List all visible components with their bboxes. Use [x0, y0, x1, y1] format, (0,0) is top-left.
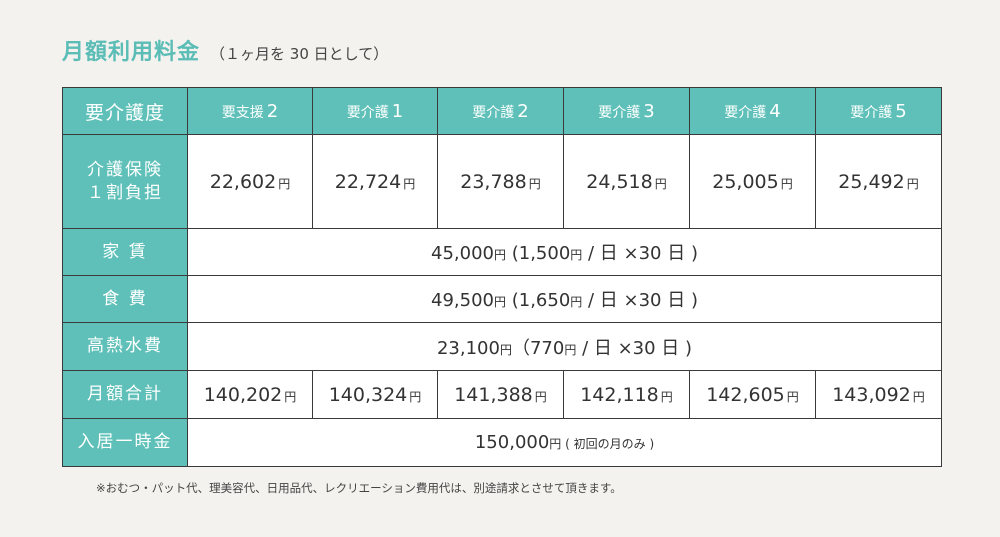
insurance-cell: 23,788 円: [437, 134, 564, 229]
utilities-row: 高熱水費 23,100円（770円 / 日 ×30 日 ): [62, 322, 942, 371]
rent-label: 家 賃: [62, 228, 188, 276]
fee-table: 要介護度 要支援 2 要介護 1 要介護 2 要介護 3 要介護 4 要介護 5 介護保険 １…: [62, 87, 942, 467]
insurance-cell: 22,724 円: [312, 134, 438, 229]
insurance-cell: 22,602 円: [187, 134, 313, 229]
food-cell: 49,500円 (1,650円 / 日 ×30 日 ): [187, 275, 942, 323]
monthly-total-label: 月額合計: [62, 370, 188, 419]
insurance-cell: 25,492 円: [815, 134, 942, 229]
utilities-cell: 23,100円（770円 / 日 ×30 日 ): [187, 322, 942, 371]
monthly-total-cell: 140,202 円: [187, 370, 313, 419]
column-header: 要支援 2: [187, 87, 313, 135]
monthly-total-cell: 142,605 円: [689, 370, 816, 419]
column-header: 要介護 4: [689, 87, 816, 135]
column-header: 要介護 3: [563, 87, 690, 135]
title-main: 月額利用料金: [62, 40, 201, 65]
monthly-total-cell: 143,092 円: [815, 370, 942, 419]
column-header: 要介護 5: [815, 87, 942, 135]
admission-cell: 150,000円 ( 初回の月のみ ): [187, 418, 942, 467]
admission-row: 入居一時金 150,000円 ( 初回の月のみ ): [62, 418, 942, 467]
page-title: 月額利用料金 （１ヶ月を 30 日として）: [62, 34, 388, 66]
rent-row: 家 賃 45,000円 (1,500円 / 日 ×30 日 ): [62, 228, 942, 276]
title-subtitle: （１ヶ月を 30 日として）: [210, 45, 389, 63]
insurance-row: 介護保険 １割負担 22,602 円 22,724 円 23,788 円 24,518 円…: [62, 134, 942, 229]
care-level-header: 要介護度: [62, 87, 188, 135]
food-row: 食 費 49,500円 (1,650円 / 日 ×30 日 ): [62, 275, 942, 323]
column-header: 要介護 1: [312, 87, 438, 135]
admission-label: 入居一時金: [62, 418, 188, 467]
monthly-total-row: 月額合計 140,202 円 140,324 円 141,388 円 142,118 円…: [62, 370, 942, 419]
insurance-cell: 25,005 円: [689, 134, 816, 229]
monthly-total-cell: 140,324 円: [312, 370, 438, 419]
insurance-label: 介護保険 １割負担: [62, 134, 188, 229]
rent-cell: 45,000円 (1,500円 / 日 ×30 日 ): [187, 228, 942, 276]
food-label: 食 費: [62, 275, 188, 323]
monthly-total-cell: 142,118 円: [563, 370, 690, 419]
footnote: ※おむつ・パット代、理美容代、日用品代、レクリエーション費用代は、別途請求とさせ…: [96, 481, 622, 495]
column-header: 要介護 2: [437, 87, 564, 135]
insurance-cell: 24,518 円: [563, 134, 690, 229]
monthly-total-cell: 141,388 円: [437, 370, 564, 419]
utilities-label: 高熱水費: [62, 322, 188, 371]
header-row: 要介護度 要支援 2 要介護 1 要介護 2 要介護 3 要介護 4 要介護 5: [62, 87, 942, 135]
